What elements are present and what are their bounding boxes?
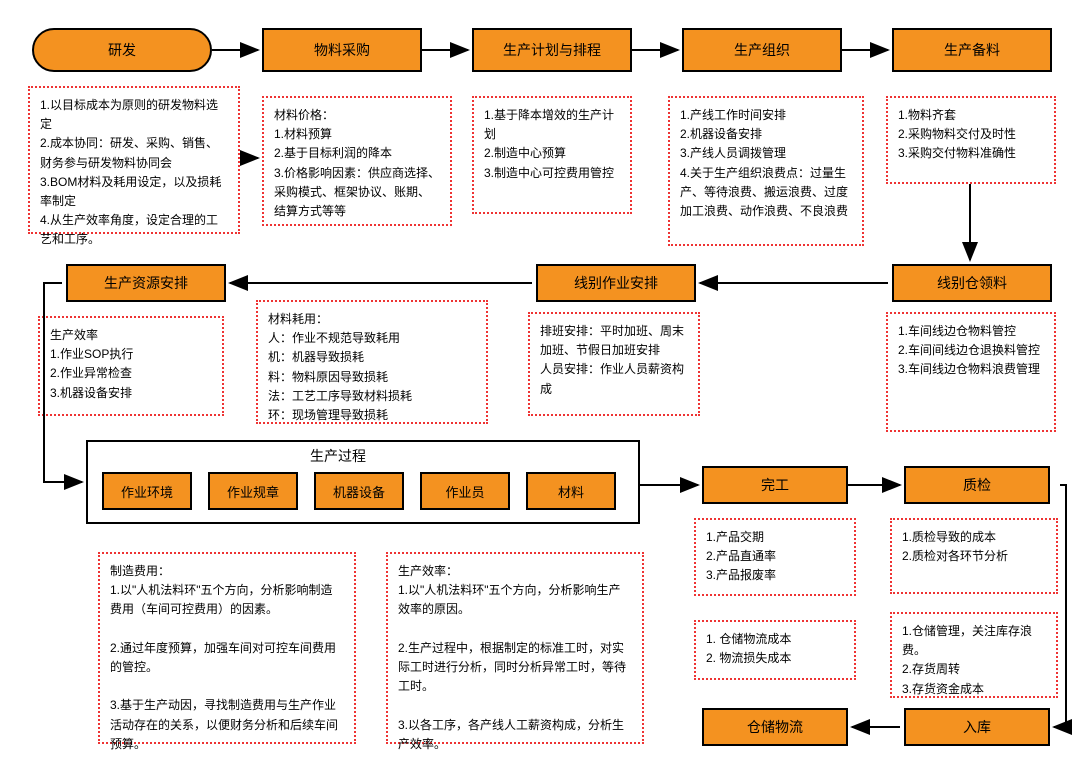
note-org: 1.产线工作时间安排 2.机器设备安排 3.产线人员调拨管理 4.关于生产组织浪…: [668, 96, 864, 246]
node-plan: 生产计划与排程: [472, 28, 632, 72]
note-efficiency: 生产效率： 1.以"人机法料环"五个方向，分析影响生产效率的原因。 2.生产过程…: [386, 552, 644, 744]
note-resource: 生产效率 1.作业SOP执行 2.作业异常检查 3.机器设备安排: [38, 316, 224, 416]
note-logistics: 1. 仓储物流成本 2. 物流损失成本: [694, 620, 856, 680]
process-title: 生产过程: [310, 446, 366, 466]
note-material: 材料耗用： 人：作业不规范导致耗用 机：机器导致损耗 料：物料原因导致损耗 法：…: [256, 300, 488, 424]
note-rd: 1.以目标成本为原则的研发物料选定 2.成本协同：研发、采购、销售、财务参与研发…: [28, 86, 240, 234]
note-mfg-cost: 制造费用： 1.以"人机法料环"五个方向，分析影响制造费用（车间可控费用）的因素…: [98, 552, 356, 744]
note-procure: 材料价格： 1.材料预算 2.基于目标利润的降本 3.价格影响因素：供应商选择、…: [262, 96, 452, 226]
note-done: 1.产品交期 2.产品直通率 3.产品报废率: [694, 518, 856, 596]
node-stock-in: 入库: [904, 708, 1050, 746]
note-plan: 1.基于降本增效的生产计划 2.制造中心预算 3.制造中心可控费用管控: [472, 96, 632, 214]
node-done: 完工: [702, 466, 848, 504]
node-qc: 质检: [904, 466, 1050, 504]
note-shift: 排班安排：平时加班、周末加班、节假日加班安排 人员安排：作业人员薪资构成: [528, 312, 700, 416]
sub-env: 作业环境: [102, 472, 192, 510]
note-qc: 1.质检导致的成本 2.质检对各环节分析: [890, 518, 1058, 594]
note-stock: 1.仓储管理，关注库存浪费。 2.存货周转 3.存货资金成本: [890, 612, 1058, 698]
note-line-wh: 1.车间线边仓物料管控 2.车间间线边仓退换料管控 3.车间线边仓物料浪费管理: [886, 312, 1056, 432]
sub-worker: 作业员: [420, 472, 510, 510]
node-rd: 研发: [32, 28, 212, 72]
node-procure: 物料采购: [262, 28, 422, 72]
node-logistics: 仓储物流: [702, 708, 848, 746]
sub-material: 材料: [526, 472, 616, 510]
node-line-wh: 线别仓领料: [892, 264, 1052, 302]
node-org: 生产组织: [682, 28, 842, 72]
flowchart-canvas: 研发 物料采购 生产计划与排程 生产组织 生产备料 1.以目标成本为原则的研发物…: [0, 0, 1080, 764]
node-line-work: 线别作业安排: [536, 264, 696, 302]
node-resource: 生产资源安排: [66, 264, 226, 302]
node-prep: 生产备料: [892, 28, 1052, 72]
note-prep: 1.物料齐套 2.采购物料交付及时性 3.采购交付物料准确性: [886, 96, 1056, 184]
sub-rules: 作业规章: [208, 472, 298, 510]
sub-machine: 机器设备: [314, 472, 404, 510]
